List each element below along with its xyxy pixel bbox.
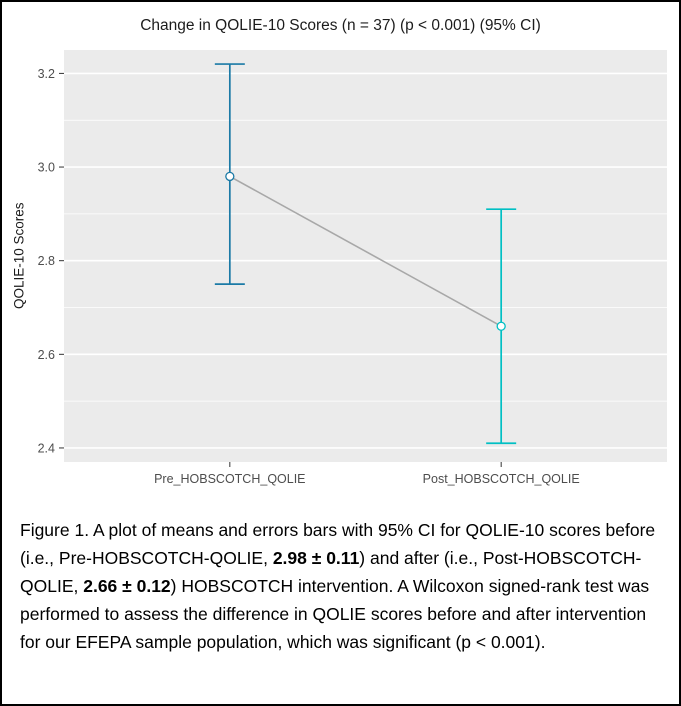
x-tick-label: Post_HOBSCOTCH_QOLIE [423, 472, 580, 486]
y-tick-label: 2.4 [38, 441, 55, 455]
caption-text: ) and after (i.e., Post-HOBSCOTCH-QOLIE, [20, 548, 642, 596]
mean-point [496, 321, 506, 331]
mean-connector-line [229, 175, 502, 327]
caption-pre-value: 2.98 ± 0.11 [272, 548, 360, 568]
y-tick-label: 3.0 [38, 161, 55, 175]
chart-area: QOLIE-10 Scores 2.4 2.6 2.8 3.0 3.2 Pre_HOBSC… [8, 44, 673, 502]
y-tick-label: 3.2 [38, 67, 55, 81]
figure-caption: Figure 1. A plot of means and errors bar… [20, 516, 661, 656]
chart-title: Change in QOLIE-10 Scores (n = 37) (p < … [140, 17, 541, 34]
plot-svg: 2.4 2.6 2.8 3.0 3.2 Pre_HOBSCOTCH_QOLIE Post_H… [38, 50, 667, 486]
y-tick-label: 2.8 [38, 254, 55, 268]
caption-text: ) HOBSCOTCH intervention. A Wilcoxon sig… [20, 576, 650, 652]
y-tick-label: 2.6 [38, 348, 55, 362]
caption-post-value: 2.66 ± 0.12 [83, 576, 171, 596]
x-tick-label: Pre_HOBSCOTCH_QOLIE [154, 472, 305, 486]
plot-panel [64, 50, 667, 462]
caption-text: Figure 1. A plot of means and errors bar… [20, 520, 656, 568]
mean-point [225, 171, 235, 182]
